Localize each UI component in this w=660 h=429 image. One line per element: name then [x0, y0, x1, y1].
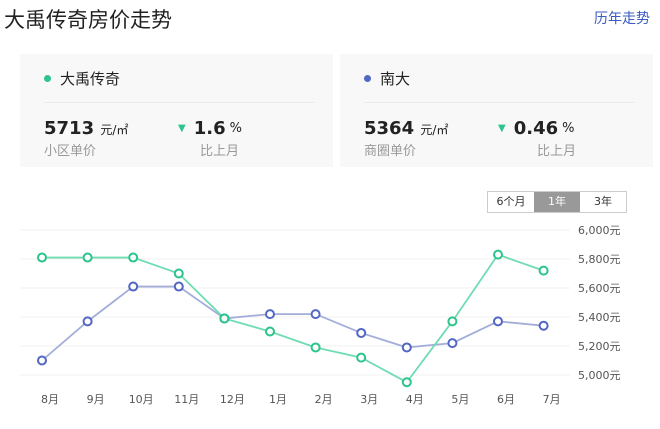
data-point — [173, 268, 184, 279]
community-name: 大禹传奇 — [60, 70, 121, 88]
x-tick-label: 9月 — [87, 393, 105, 406]
data-point — [128, 252, 139, 263]
x-tick-label: 5月 — [451, 393, 469, 406]
change-value: 1.6 — [193, 118, 226, 139]
data-point — [265, 309, 275, 320]
data-point — [356, 327, 367, 338]
divider — [364, 102, 635, 103]
page-title: 大禹传奇房价走势 — [4, 8, 172, 32]
data-point — [493, 249, 503, 260]
x-tick-label: 6月 — [497, 393, 515, 406]
x-tick-label: 7月 — [543, 393, 561, 406]
x-tick-label: 3月 — [360, 393, 378, 406]
divider — [44, 102, 315, 103]
data-point — [310, 342, 321, 353]
y-tick-label: 5,600元 — [578, 282, 621, 295]
district-name: 南大 — [380, 70, 411, 88]
x-tick-label: 1月 — [269, 393, 287, 406]
change-label: 比上月 — [537, 144, 577, 159]
x-tick-label: 8月 — [41, 393, 59, 406]
change-unit: % — [562, 121, 575, 136]
price-label: 商圈单价 — [364, 144, 417, 159]
range-selector: 6个月 1年 3年 — [487, 191, 627, 213]
x-tick-label: 4月 — [406, 393, 424, 406]
data-point — [401, 377, 412, 388]
unit-price: 5364 — [364, 118, 415, 139]
data-point — [265, 326, 275, 337]
change-unit: % — [229, 121, 242, 136]
data-point — [356, 352, 367, 363]
data-point — [82, 252, 93, 263]
y-tick-label: 5,000元 — [578, 369, 621, 382]
data-point — [37, 252, 47, 263]
data-point — [128, 281, 139, 292]
unit-price: 5713 — [44, 118, 95, 139]
x-tick-label: 10月 — [129, 393, 154, 406]
down-arrow-icon: ▼ — [178, 123, 186, 134]
data-point — [173, 281, 184, 292]
x-tick-label: 11月 — [174, 393, 199, 406]
series-line — [42, 253, 544, 384]
data-point — [310, 309, 321, 320]
change-value: 0.46 — [513, 118, 559, 139]
data-point — [447, 316, 458, 327]
y-tick-label: 5,200元 — [578, 340, 621, 353]
data-point — [538, 320, 549, 331]
range-3-years-button[interactable]: 3年 — [594, 195, 612, 208]
y-tick-label: 5,400元 — [578, 311, 621, 324]
data-point — [37, 355, 47, 366]
community-card: 大禹传奇 5713 元/㎡ 小区单价 ▼ 1.6% 比上月 — [20, 54, 333, 167]
data-point — [219, 313, 230, 324]
down-arrow-icon: ▼ — [498, 123, 506, 134]
range-6-months-button[interactable]: 6个月 — [496, 195, 526, 208]
series-dot-icon — [44, 75, 51, 82]
series-dot-icon — [364, 75, 371, 82]
data-point — [447, 338, 458, 349]
x-tick-label: 12月 — [220, 393, 245, 406]
price-unit: 元/㎡ — [100, 123, 129, 137]
price-unit: 元/㎡ — [420, 123, 449, 137]
data-point — [82, 316, 93, 327]
range-1-year-button[interactable]: 1年 — [534, 192, 580, 212]
x-tick-label: 2月 — [315, 393, 333, 406]
data-point — [538, 265, 549, 276]
data-point — [401, 342, 412, 353]
data-point — [493, 316, 503, 327]
y-tick-label: 6,000元 — [578, 224, 621, 237]
price-label: 小区单价 — [44, 144, 97, 159]
series-line — [41, 285, 544, 362]
y-tick-label: 5,800元 — [578, 253, 621, 266]
history-trend-link[interactable]: 历年走势 — [594, 11, 650, 27]
district-card: 南大 5364 元/㎡ 商圈单价 ▼ 0.46% 比上月 — [340, 54, 653, 167]
change-label: 比上月 — [200, 144, 240, 159]
